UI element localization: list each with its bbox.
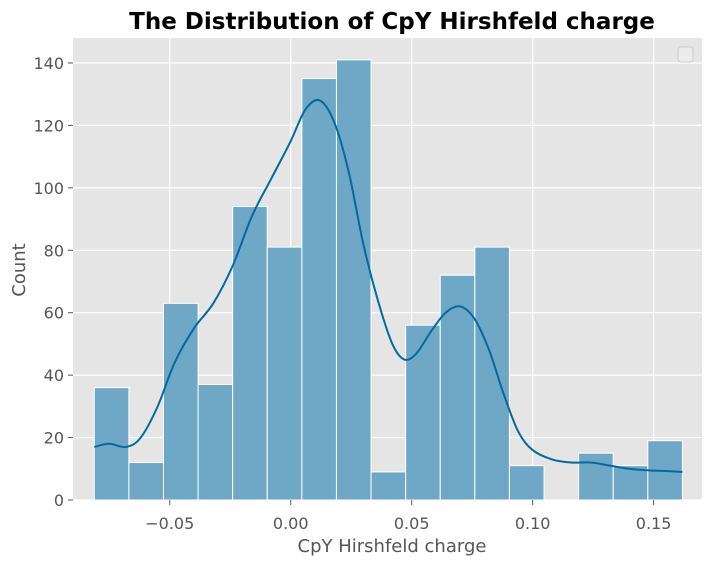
histogram-bar	[439, 274, 476, 501]
histogram-bar	[232, 206, 268, 501]
x-tick-label: −0.05	[145, 514, 194, 533]
histogram-bar	[335, 59, 372, 501]
histogram-bar	[578, 452, 614, 501]
histogram-bar	[474, 246, 510, 501]
histogram-bar	[405, 324, 441, 501]
y-tick-label: 80	[44, 241, 64, 260]
chart-title: The Distribution of CpY Hirshfeld charge	[129, 9, 655, 35]
histogram-bar	[301, 78, 337, 501]
histogram-bar	[128, 462, 164, 501]
x-tick-label: 0.05	[394, 514, 430, 533]
y-tick-label: 140	[33, 54, 64, 73]
y-tick-label: 40	[44, 366, 64, 385]
histogram-bar	[370, 471, 407, 501]
legend-box	[677, 46, 694, 63]
histogram-bar	[197, 384, 234, 501]
histogram-bar	[266, 246, 303, 501]
x-tick-label: 0.15	[636, 514, 672, 533]
x-tick-label: 0.10	[515, 514, 551, 533]
y-axis-ticks: 0 20 40 60 80 100 120 140	[33, 54, 73, 510]
y-axis-label: Count	[9, 243, 30, 296]
x-tick-label: 0.00	[273, 514, 309, 533]
x-axis-ticks: −0.05 0.00 0.05 0.10 0.15	[145, 500, 671, 533]
histogram-bar	[508, 465, 545, 501]
kde-curve	[94, 98, 683, 473]
x-axis-label: CpY Hirshfeld charge	[298, 536, 487, 557]
y-tick-label: 100	[33, 179, 64, 198]
y-tick-label: 20	[44, 429, 64, 448]
y-tick-label: 60	[44, 304, 64, 323]
y-tick-label: 120	[33, 116, 64, 135]
histogram-bar	[612, 465, 649, 501]
y-tick-label: 0	[54, 491, 64, 510]
histogram-bar	[162, 302, 199, 501]
